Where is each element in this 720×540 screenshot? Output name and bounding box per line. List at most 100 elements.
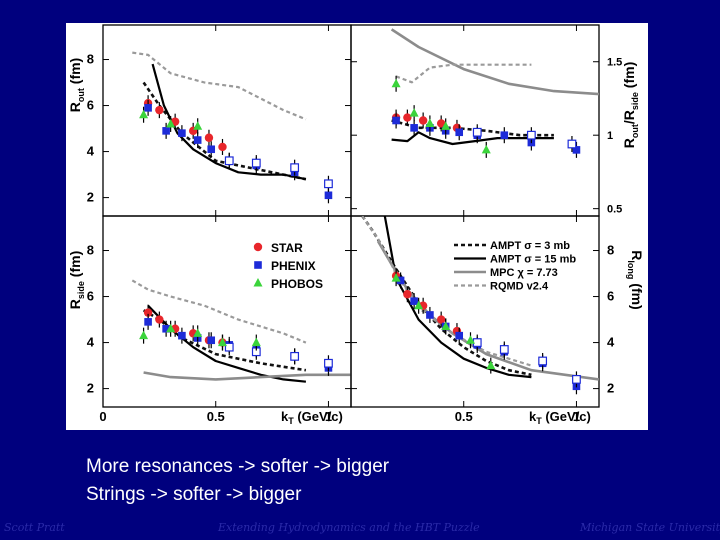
curve-mpc [390,28,599,96]
footer-institution: Michigan State University [580,521,720,534]
point-phenix [410,297,418,305]
y-tick-label: 8 [87,243,94,258]
point-phobos [251,337,261,347]
point-phobos [193,121,203,130]
y-tick-label: 8 [607,243,614,258]
panel-rout: 2 4 6 8 [87,24,352,217]
point-phenix [207,336,216,345]
point-phobos [391,273,401,282]
panel-plot [390,28,599,158]
panel-plot [132,51,333,204]
y-tick-label: 2 [87,190,94,205]
point-star [436,119,446,128]
point-phobos [441,121,451,130]
chart-figure: 2 4 6 8 0.5 1 1.5 2 4 6 8 2 4 6 8 Rout (fm) Rside (fm) Rl… [66,23,648,430]
point-star [218,142,227,152]
panel-plot [131,279,351,383]
point-phenix [455,128,464,137]
point-phobos [193,328,203,337]
curve-rqmd [395,63,532,84]
y-tick-label: 4 [87,335,95,350]
point-phenix-open [572,374,581,384]
point-phenix [396,276,405,285]
point-phobos [166,323,176,333]
panel-frame [350,24,600,217]
y-tick-label: 2 [87,381,94,396]
point-phenix [455,331,464,340]
y-tick-label: 4 [607,335,615,350]
point-phenix [193,136,202,144]
caption-line-2: Strings -> softer -> bigger [86,484,302,505]
x-axis-title: kT (GeV/c) [529,409,591,426]
point-phenix-open [224,342,234,352]
x-tick-label: 1 [573,409,580,424]
curve-rqmd [132,51,307,121]
point-phenix [324,191,333,200]
point-phenix [162,324,170,333]
point-phenix-open [251,158,261,168]
panel-rlong: 2 4 6 8 [350,215,615,408]
point-star [143,308,153,317]
point-phenix-open [526,130,536,140]
point-phenix [178,331,186,340]
y-tick-label: 6 [607,289,614,304]
point-phenix-open [324,179,333,189]
y-tick-label: 2 [607,381,614,396]
point-phobos [217,337,227,347]
y-tick-label: 8 [87,52,94,67]
panel-plot [361,216,599,395]
point-phobos [481,144,491,154]
curve-mpc [143,371,351,381]
point-phenix [572,146,581,154]
point-phobos [166,118,176,128]
point-phobos [425,118,435,127]
footer-author: Scott Pratt [4,521,65,534]
y-tick-label: 6 [87,289,94,304]
point-phobos [441,321,451,330]
point-phenix-open [538,356,548,366]
point-phobos [414,300,424,310]
y-tick-label: 4 [87,144,95,159]
point-phenix-open [472,127,482,137]
point-phenix [410,124,418,132]
point-phobos [139,109,149,119]
point-phenix-open [290,163,300,173]
x-tick-label: 0.5 [455,409,473,424]
legend-label: PHOBOS [271,277,323,291]
x-tick-label: 1 [325,409,332,424]
point-phenix [207,145,216,154]
point-star [155,105,164,115]
curve-ampt [391,131,554,146]
y-tick-label: 0.5 [607,204,622,216]
legend-label: PHENIX [271,259,316,273]
legend-label: MPC χ = 7.73 [490,267,558,279]
point-phenix-open [472,338,482,347]
point-phenix-open [290,351,300,361]
legend-label: RQMD v2.4 [490,281,549,293]
ylabel-ratio: Rout/Rside (fm) [621,62,640,148]
point-star [204,133,214,142]
ylabel-rout: Rout (fm) [67,58,86,112]
point-star [155,315,164,324]
y-tick-label: 6 [87,98,94,113]
point-phenix [144,104,152,112]
point-phenix [426,311,434,319]
curve-ampt [151,63,307,181]
point-star [403,113,412,122]
point-phobos [139,330,149,340]
point-star [436,315,446,324]
panel-rside: 2 4 6 8 [87,215,352,408]
ylabel-rside: Rside (fm) [67,251,86,309]
point-star [403,290,412,299]
x-tick-label: 0 [99,409,106,424]
point-phenix [144,318,152,326]
ylabel-rlong: Rlong (fm) [626,250,645,309]
legend-marker-phenix [254,261,262,269]
point-phenix-open [224,156,234,166]
legend-marker-phobos [253,278,263,287]
x-axis-title: kT (GeV/c) [281,409,343,426]
curve-ampt [142,81,307,181]
point-phenix [392,116,400,125]
point-phenix-open [324,358,333,368]
footer-title: Extending Hydrodynamics and the HBT Puzz… [218,521,480,534]
